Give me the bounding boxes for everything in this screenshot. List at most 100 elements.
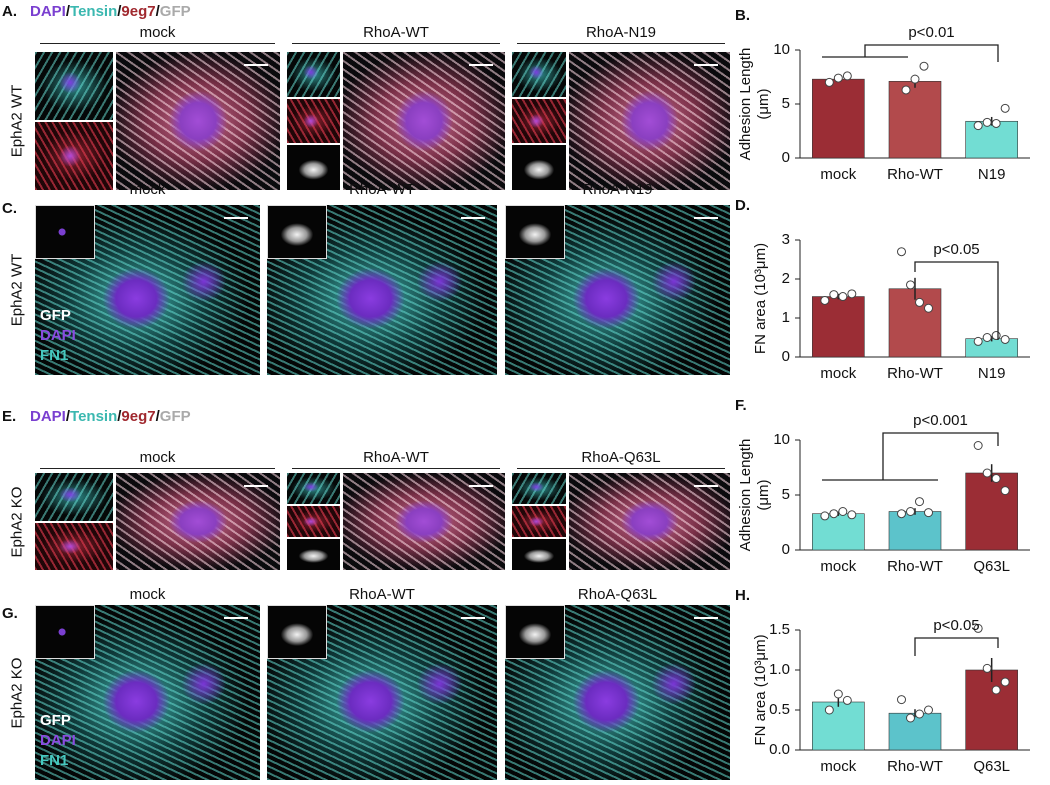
x-tick-label: Rho-WT <box>887 166 943 183</box>
condition-rule <box>40 468 275 469</box>
bar <box>888 288 942 358</box>
data-point <box>924 508 933 518</box>
legend-separator: / <box>65 3 71 20</box>
y-tick-label: 0.0 <box>769 741 790 758</box>
y-axis-label: Adhesion Length <box>737 439 754 552</box>
data-point <box>991 685 1001 695</box>
condition-label: RhoA-WT <box>363 449 429 466</box>
data-point <box>838 507 848 516</box>
bar <box>965 120 1018 159</box>
scale-bar <box>461 617 485 619</box>
significance-label: p<0.001 <box>913 412 968 429</box>
data-point <box>924 303 933 313</box>
channel-label: GFP <box>40 307 71 324</box>
y-tick-label: 1 <box>782 309 790 326</box>
row-label: EphA2 WT <box>8 84 26 158</box>
data-point <box>982 663 992 673</box>
x-tick-label: Q63L <box>973 558 1010 575</box>
scale-bar <box>224 617 248 619</box>
data-point <box>906 507 915 516</box>
x-tick-label: Rho-WT <box>887 758 943 775</box>
scale-bar <box>244 485 268 487</box>
condition-rule <box>40 43 275 44</box>
scale-bar <box>694 217 718 219</box>
x-tick-label: Rho-WT <box>887 365 943 382</box>
data-point <box>973 441 983 450</box>
micrograph <box>287 98 340 144</box>
legend-separator: / <box>155 408 160 425</box>
data-point <box>991 118 1001 128</box>
data-point <box>1000 103 1010 113</box>
panel-label: G. <box>2 605 18 622</box>
micrograph <box>512 98 566 144</box>
bar <box>888 81 942 159</box>
micrograph <box>512 473 566 504</box>
data-point <box>919 61 929 71</box>
data-point <box>982 468 992 478</box>
x-tick-label: Q63L <box>973 758 1010 775</box>
data-point <box>901 85 911 95</box>
legend-item: DAPI <box>30 3 66 20</box>
y-tick-label: 2 <box>782 270 790 287</box>
significance-label: p<0.05 <box>933 617 979 634</box>
bar <box>965 472 1018 551</box>
micrograph <box>35 473 113 521</box>
legend-item: GFP <box>159 408 191 425</box>
data-point <box>847 289 857 299</box>
y-tick-label: 0.5 <box>769 701 790 718</box>
bar <box>888 511 942 551</box>
bar <box>812 701 865 751</box>
micrograph <box>505 205 565 259</box>
data-point <box>820 295 830 305</box>
bar <box>965 338 1018 358</box>
row-label: EphA2 WT <box>8 253 26 327</box>
y-tick-label: 0 <box>782 348 790 365</box>
data-point <box>973 121 983 131</box>
data-point <box>973 336 983 346</box>
data-point <box>910 74 920 84</box>
legend-item: DAPI <box>30 408 66 425</box>
data-point <box>915 497 924 507</box>
data-point <box>824 77 834 87</box>
data-point <box>906 280 915 290</box>
legend-item: Tensin <box>70 3 118 20</box>
significance-label: p<0.05 <box>933 241 979 258</box>
data-point <box>820 511 830 521</box>
data-point <box>1000 334 1010 344</box>
channel-label: FN1 <box>40 347 69 364</box>
y-tick-label: 5 <box>782 486 790 503</box>
significance-bracket <box>882 432 999 480</box>
data-point <box>842 71 852 81</box>
condition-label: RhoA-WT <box>349 181 415 198</box>
legend-separator: / <box>65 408 71 425</box>
micrograph <box>512 539 566 570</box>
data-point <box>982 333 992 342</box>
data-point <box>842 695 852 705</box>
y-tick-label: 0 <box>782 541 790 558</box>
bar <box>888 712 942 751</box>
panel-label: E. <box>2 408 17 425</box>
micrograph <box>287 52 340 97</box>
data-point <box>833 73 843 83</box>
data-point <box>906 713 915 723</box>
data-point <box>897 695 906 705</box>
data-point <box>982 117 992 127</box>
scale-bar <box>469 485 493 487</box>
significance-bracket <box>914 261 999 340</box>
y-tick-label: 10 <box>773 431 790 448</box>
condition-label: RhoA-WT <box>349 586 415 603</box>
bar <box>812 78 865 159</box>
data-point <box>915 297 924 307</box>
row-label: EphA2 KO <box>8 657 26 728</box>
x-tick-label: mock <box>820 558 856 575</box>
legend-separator: / <box>117 408 122 425</box>
micrograph <box>35 52 113 120</box>
data-point <box>829 509 839 519</box>
micrograph <box>35 205 95 259</box>
y-tick-label: 0 <box>782 149 790 166</box>
y-axis-label: FN area (10³μm) <box>752 634 769 745</box>
data-point <box>991 331 1001 341</box>
condition-rule <box>517 468 725 469</box>
y-axis-label: (μm) <box>755 479 772 510</box>
